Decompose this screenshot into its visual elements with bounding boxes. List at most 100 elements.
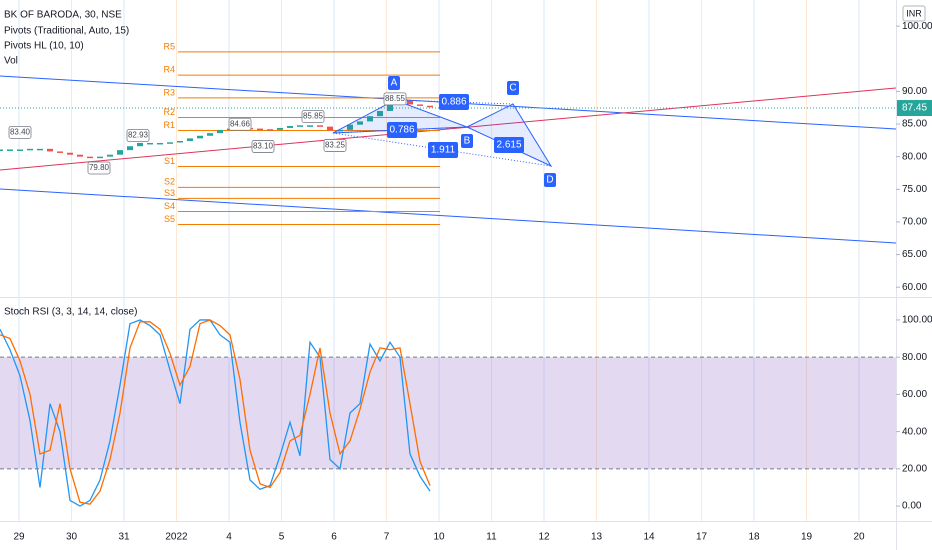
- stoch-line: [0, 319, 431, 505]
- y-tick-label: 90.00: [902, 86, 927, 97]
- candle: [407, 100, 413, 105]
- candle: [47, 148, 53, 152]
- pattern-ratio-line: [466, 126, 552, 167]
- pivot-hl-box: [87, 161, 111, 175]
- candle: [117, 150, 123, 155]
- candle: [87, 156, 93, 159]
- pattern-point-box: [544, 173, 556, 187]
- x-tick-label: 30: [66, 532, 78, 543]
- pattern-point: B: [464, 136, 471, 147]
- pivot-hl-label: 85.85: [303, 112, 324, 121]
- x-tick-label: 19: [801, 532, 813, 543]
- currency: INR: [906, 8, 922, 18]
- indicator-label: Pivots (Traditional, Auto, 15): [4, 26, 129, 37]
- x-tick-label: 29: [13, 532, 25, 543]
- x-tick-label: 4: [226, 532, 232, 543]
- indicator-title: Stoch RSI (3, 3, 14, 14, close): [4, 307, 137, 318]
- candle: [417, 104, 423, 106]
- x-tick-label: 6: [331, 532, 337, 543]
- pivot-hl-label: 83.25: [325, 141, 346, 150]
- pivot-hl-label: 83.40: [10, 128, 31, 137]
- candle: [427, 105, 433, 108]
- candle: [97, 156, 103, 159]
- pattern-point: D: [546, 175, 553, 186]
- pivot-label: R4: [163, 64, 175, 74]
- pattern-ratio-box: [428, 142, 458, 158]
- pivot-label: R5: [163, 41, 175, 51]
- pattern-ratio: 0.786: [389, 125, 414, 136]
- y-tick-label: 60.00: [902, 282, 927, 293]
- x-tick-label: 13: [591, 532, 603, 543]
- candle: [67, 152, 73, 155]
- candle: [207, 133, 213, 136]
- candle: [307, 125, 313, 127]
- candle: [157, 142, 163, 145]
- candle: [197, 135, 203, 139]
- candle: [167, 142, 173, 144]
- x-tick-label: 7: [384, 532, 390, 543]
- candle: [147, 142, 153, 145]
- candle: [347, 124, 353, 130]
- candle: [37, 148, 43, 151]
- pattern-point: A: [391, 78, 398, 89]
- pivot-hl-label: 88.55: [385, 94, 406, 103]
- candle: [137, 142, 143, 147]
- x-tick-label: 18: [748, 532, 760, 543]
- candle: [267, 129, 273, 131]
- pattern-ratio: 1.911: [431, 145, 456, 156]
- candle: [287, 125, 293, 128]
- pattern-ratio-line: [332, 132, 552, 167]
- pivot-label: S4: [164, 201, 175, 211]
- y-tick-label: 65.00: [902, 249, 927, 260]
- pattern-point: C: [509, 83, 516, 94]
- y-tick-label: 85.00: [902, 119, 927, 130]
- candle: [127, 146, 133, 151]
- y-tick-label: 75.00: [902, 184, 927, 195]
- x-tick-label: 20: [853, 532, 865, 543]
- candle: [297, 125, 303, 127]
- pattern-ratio-box: [387, 122, 417, 138]
- y-tick-label: 0.00: [902, 501, 922, 512]
- pivot-hl-box: [251, 140, 275, 153]
- pivot-hl-box: [383, 92, 407, 106]
- pattern-ratio-line: [332, 126, 468, 134]
- candle: [7, 149, 13, 151]
- y-tick-label: 40.00: [902, 426, 927, 437]
- stoch-band: [0, 357, 896, 469]
- pattern-ratio: 2.615: [496, 140, 521, 151]
- candle: [177, 140, 183, 143]
- pivot-label: R2: [163, 107, 175, 117]
- pivot-hl-box: [8, 126, 32, 139]
- candle: [277, 127, 283, 130]
- x-tick-label: 2022: [165, 532, 188, 543]
- candle: [0, 149, 3, 151]
- pivot-hl-label: 84.66: [230, 119, 251, 128]
- x-tick-label: 5: [279, 532, 285, 543]
- candle: [57, 151, 63, 153]
- pivot-label: S1: [164, 156, 175, 166]
- y-tick-label: 20.00: [902, 463, 927, 474]
- pivot-label: S5: [164, 214, 175, 224]
- x-tick-label: 10: [433, 532, 445, 543]
- pivot-hl-box: [323, 139, 347, 152]
- pattern-point-box: [388, 76, 400, 90]
- pattern-ratio: 0.886: [441, 97, 466, 108]
- candle: [327, 126, 333, 131]
- trend-line: [0, 188, 897, 244]
- candle: [27, 148, 33, 151]
- pivot-hl-box: [301, 110, 325, 123]
- candle: [257, 128, 263, 131]
- pivot-label: S2: [164, 177, 175, 187]
- candle: [377, 110, 383, 117]
- candle: [357, 121, 363, 125]
- pattern-point-box: [461, 134, 473, 148]
- stoch-line: [0, 319, 431, 507]
- pivot-hl-box: [228, 117, 252, 131]
- y-tick-label: 100.00: [902, 21, 932, 32]
- currency-box[interactable]: [902, 5, 926, 22]
- candle: [387, 103, 393, 111]
- candle: [107, 154, 113, 157]
